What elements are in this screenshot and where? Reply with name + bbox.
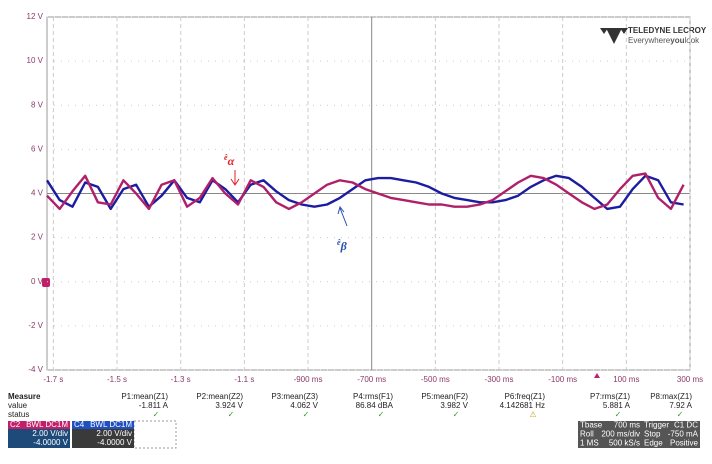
measure-value: 7.92 A bbox=[669, 401, 692, 410]
tagline-part: look bbox=[684, 36, 700, 45]
waveform bbox=[46, 172, 685, 211]
series-label: êβ bbox=[337, 238, 348, 253]
x-tick-label: -500 ms bbox=[421, 375, 450, 384]
measure-name: P3:mean(Z3) bbox=[271, 392, 318, 401]
x-tick-label: -100 ms bbox=[548, 375, 577, 384]
channel-offset: -4.0000 V bbox=[33, 438, 68, 447]
x-tick-label: -1.3 s bbox=[171, 375, 191, 384]
y-tick-label: 2 V bbox=[31, 233, 44, 242]
timebase-cell: -750 mA bbox=[668, 430, 699, 439]
channel-header bbox=[72, 421, 134, 429]
measure-value: -1.811 A bbox=[139, 401, 169, 410]
measure-name: P1:mean(Z1) bbox=[121, 392, 168, 401]
measure-status: ✓ bbox=[303, 410, 310, 419]
measure-value: 3.924 V bbox=[215, 401, 243, 410]
y-tick-label: -2 V bbox=[28, 321, 43, 330]
measure-name: P2:mean(Z2) bbox=[196, 392, 243, 401]
measure-status: ✓ bbox=[378, 410, 385, 419]
measure-value: 4.062 V bbox=[290, 401, 318, 410]
channel-body bbox=[72, 429, 134, 448]
series-label-subscript: β bbox=[340, 239, 348, 253]
measure-status: ✓ bbox=[615, 410, 622, 419]
timebase-cell: 200 ms/div bbox=[601, 430, 640, 439]
logo: TELEDYNE LECROY Everywhereyoulook bbox=[600, 26, 707, 45]
annotation-arrow bbox=[337, 205, 348, 227]
measure-name: P5:mean(F2) bbox=[421, 392, 468, 401]
series-label: êα bbox=[224, 153, 235, 168]
channel-scale: 2.00 V/div bbox=[96, 429, 132, 438]
measure-name: P8:max(Z1) bbox=[650, 392, 692, 401]
measure-name: P4:rms(F1) bbox=[353, 392, 393, 401]
channel-offset-marker bbox=[42, 278, 50, 287]
measure-header: Measure bbox=[8, 392, 41, 401]
empty-channel-slot bbox=[133, 420, 177, 449]
measure-value: 3.982 V bbox=[440, 401, 468, 410]
x-tick-label: -700 ms bbox=[357, 375, 386, 384]
y-tick-label: 10 V bbox=[27, 56, 44, 65]
channel-offset: -4.0000 V bbox=[97, 438, 132, 447]
channel-id: C2 bbox=[10, 420, 21, 429]
measure-row-label: status bbox=[8, 410, 29, 419]
y-tick-label: 0 V bbox=[31, 277, 44, 286]
tagline-part: Everywhere bbox=[628, 36, 671, 45]
measure-status: ⚠ bbox=[529, 410, 536, 419]
trigger-marker bbox=[594, 373, 600, 378]
logo-brand: TELEDYNE LECROY bbox=[628, 26, 707, 35]
y-tick-label: -4 V bbox=[28, 365, 43, 374]
logo-icon bbox=[600, 28, 628, 34]
series-label-subscript: α bbox=[228, 154, 235, 168]
measure-status: ✓ bbox=[677, 410, 684, 419]
measure-value: 86.84 dBA bbox=[356, 401, 394, 410]
channel-scale: 2.00 V/div bbox=[32, 429, 68, 438]
annotation-arrow bbox=[230, 170, 240, 186]
x-tick-label: -1.5 s bbox=[107, 375, 127, 384]
measure-name: P7:rms(Z1) bbox=[590, 392, 630, 401]
tagline-part: you bbox=[670, 36, 684, 45]
x-tick-label: -1.7 s bbox=[43, 375, 63, 384]
y-tick-label: 12 V bbox=[27, 12, 44, 21]
timebase-cell: C1 DC bbox=[674, 421, 698, 430]
measure-value: 4.142681 Hz bbox=[500, 401, 545, 410]
channel-flags: BWL DC1M bbox=[26, 420, 68, 429]
y-tick-label: 6 V bbox=[31, 144, 44, 153]
x-tick-label: -1.1 s bbox=[234, 375, 254, 384]
channel-flags: BWL DC1M bbox=[90, 420, 132, 429]
series-label-name: ê bbox=[337, 238, 341, 247]
timebase-cell: Tbase bbox=[580, 421, 603, 430]
measure-row-label: value bbox=[8, 401, 28, 410]
timebase-cell: Edge bbox=[644, 439, 663, 448]
logo-icon bbox=[606, 28, 622, 44]
timebase-cell: Stop bbox=[644, 430, 661, 439]
measure-status: ✓ bbox=[153, 410, 160, 419]
timebase-cell: Positive bbox=[670, 439, 699, 448]
measure-status: ✓ bbox=[453, 410, 460, 419]
y-tick-label: 4 V bbox=[31, 189, 44, 198]
x-tick-label: -300 ms bbox=[485, 375, 514, 384]
logo-tagline: Everywhereyoulook bbox=[628, 36, 700, 45]
y-tick-label: 8 V bbox=[31, 100, 44, 109]
x-tick-label: 100 ms bbox=[613, 375, 639, 384]
timebase-cell: 500 kS/s bbox=[609, 439, 640, 448]
series-label-name: ê bbox=[224, 153, 228, 162]
measure-value: 5.881 A bbox=[603, 401, 631, 410]
channel-id: C4 bbox=[74, 420, 85, 429]
x-tick-label: 300 ms bbox=[677, 375, 703, 384]
measure-name: P6:freq(Z1) bbox=[505, 392, 546, 401]
x-tick-label: -900 ms bbox=[294, 375, 323, 384]
channel-body bbox=[8, 429, 70, 448]
timebase-cell: Roll bbox=[580, 430, 594, 439]
timebase-cell: Trigger bbox=[644, 421, 669, 430]
channel-header bbox=[8, 421, 70, 429]
timebase-box bbox=[578, 421, 700, 448]
timebase-cell: 1 MS bbox=[580, 439, 599, 448]
measure-status: ✓ bbox=[228, 410, 235, 419]
timebase-cell: 700 ms bbox=[614, 421, 640, 430]
